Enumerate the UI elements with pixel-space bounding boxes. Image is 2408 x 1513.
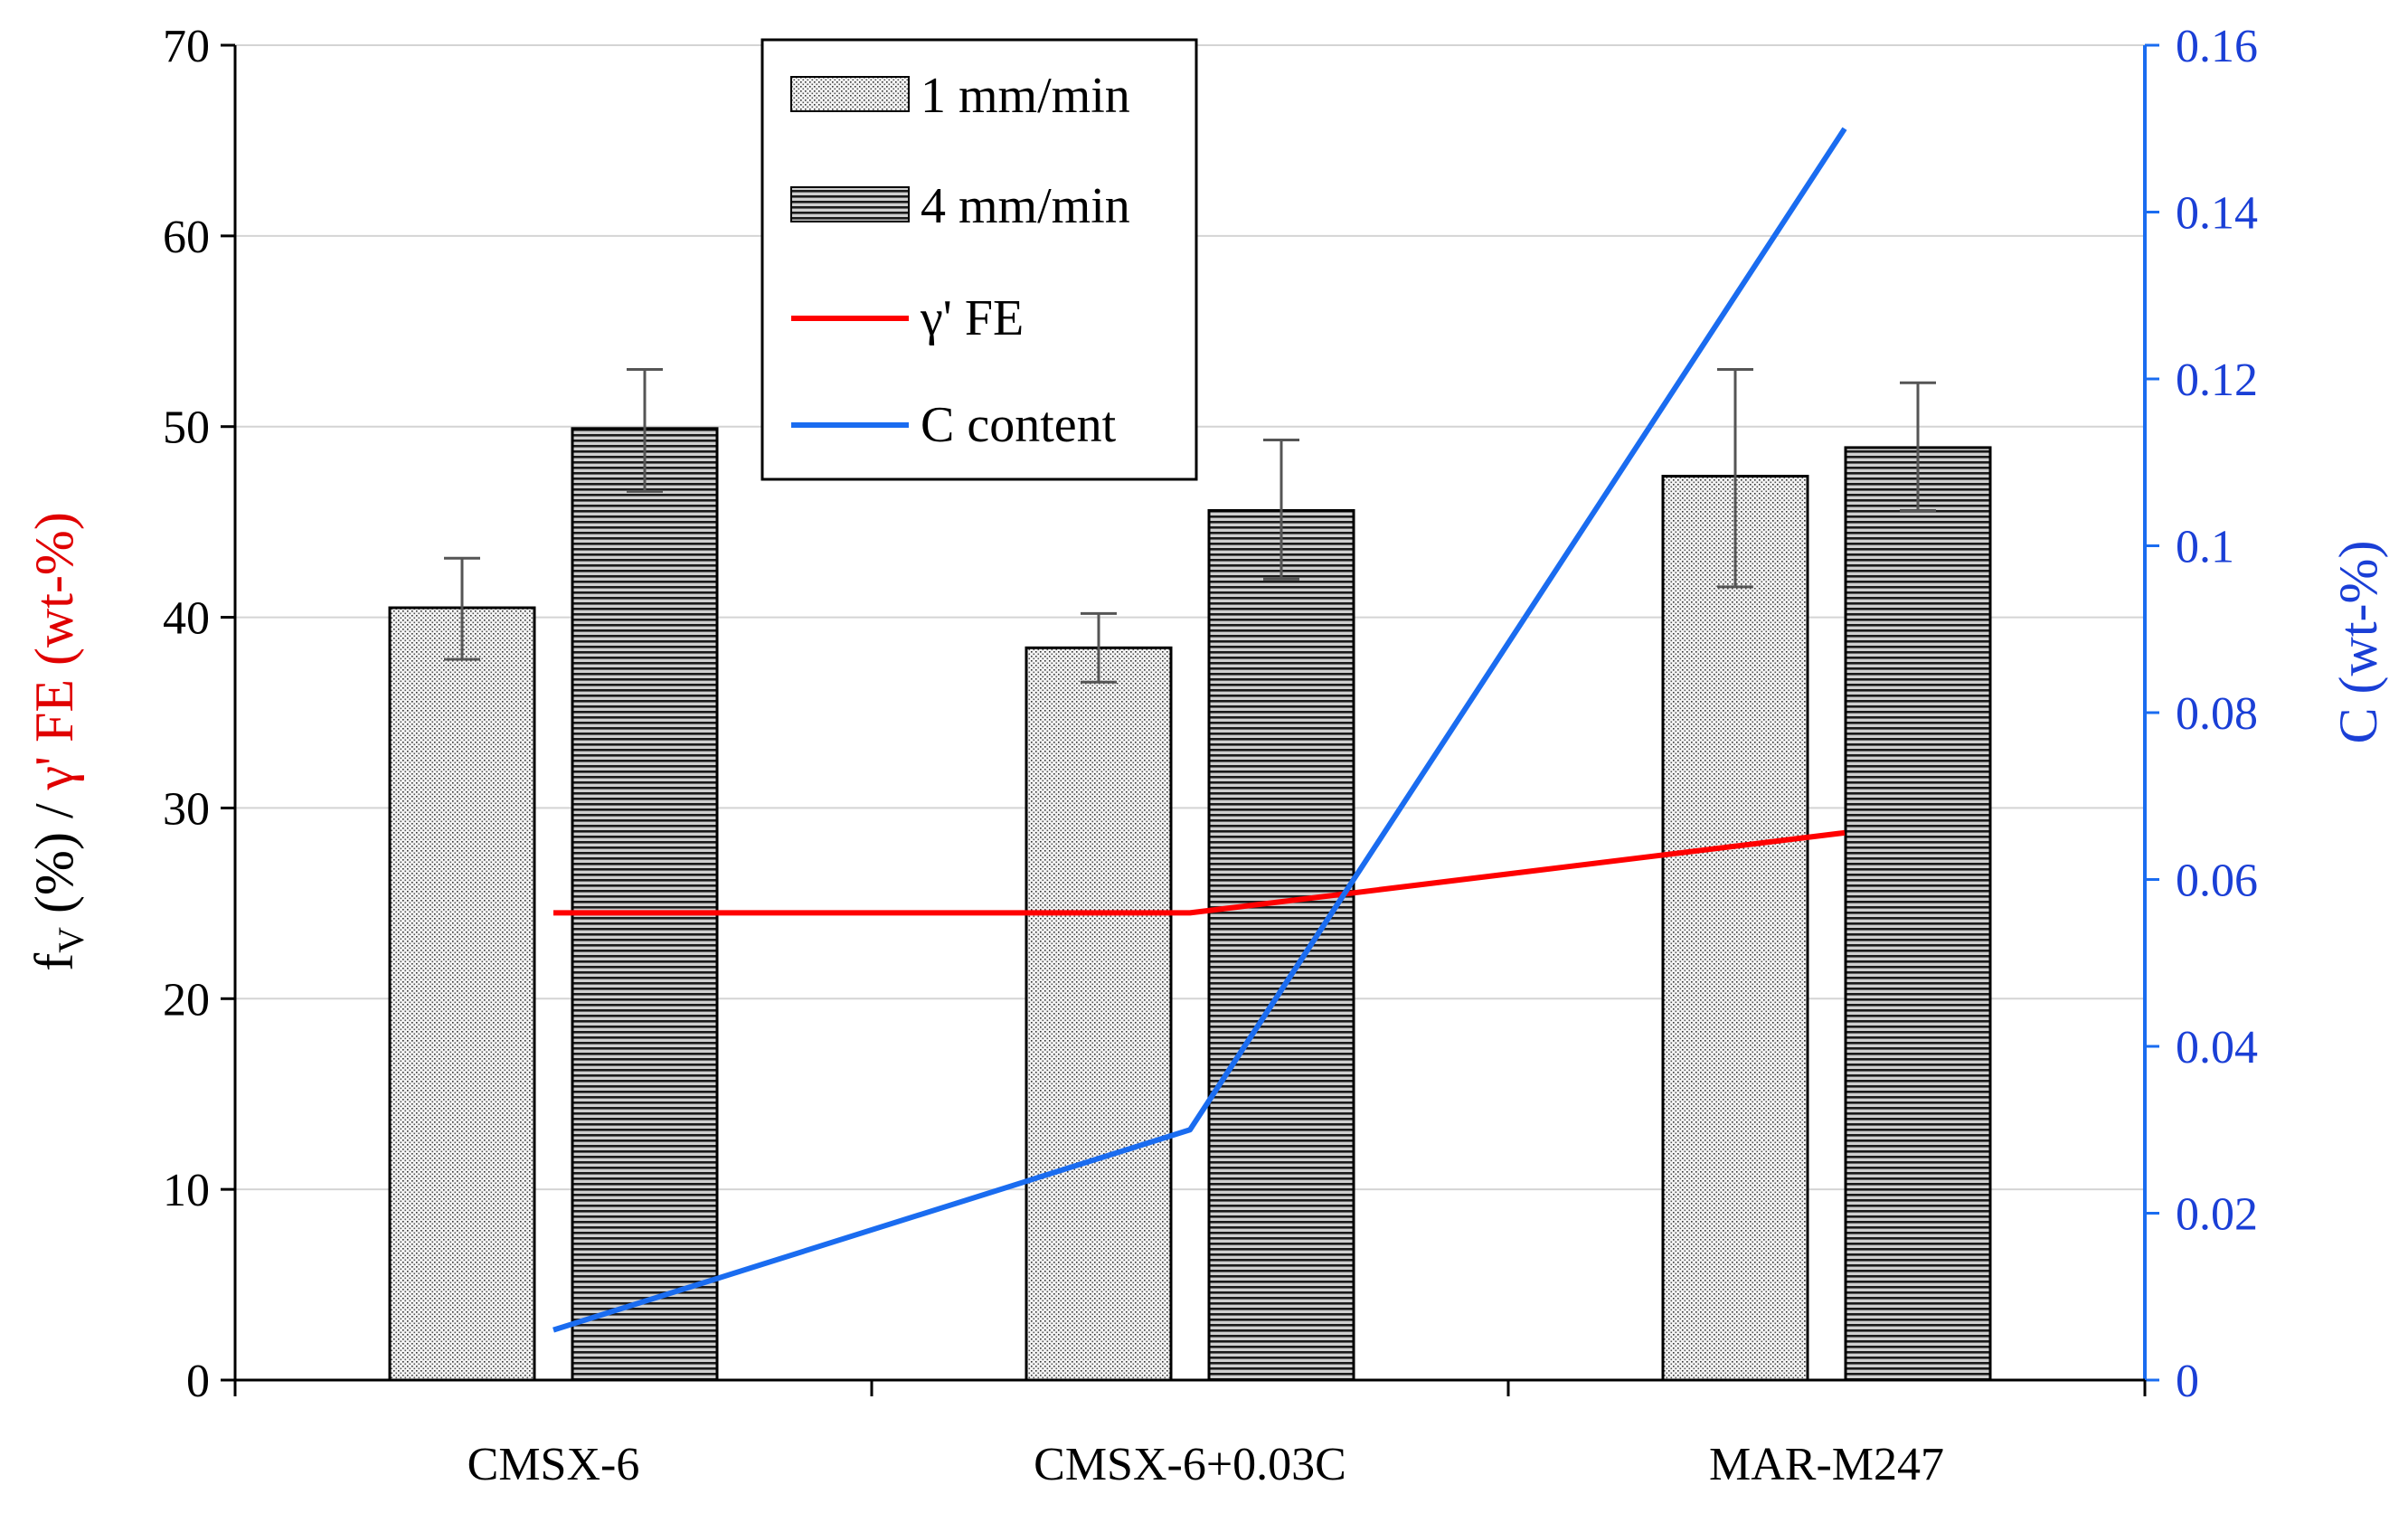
bars [388,427,1992,1382]
y-axis-title-f: f [24,953,84,971]
x-tick-label: MAR-M247 [1709,1439,1944,1490]
y2-tick-label: 0.12 [2176,355,2258,406]
y2-tick-label: 0.14 [2176,188,2258,240]
y-axis-title: fV (%) / γ' FE (wt-%) [24,512,91,971]
gamma-fe-line [553,829,1846,916]
series-lines [552,127,1847,1333]
y2-tick-label: 0.02 [2176,1189,2258,1241]
x-tick-label: CMSX-6+0.03C [1034,1439,1346,1490]
bar-1mm [388,606,536,1382]
y-tick-label: 60 [163,212,210,263]
y-tick-label: 40 [163,593,210,645]
bar-4mm [1207,508,1355,1382]
y2-tick-label: 0.04 [2176,1022,2258,1073]
x-tick-label: CMSX-6 [467,1439,640,1490]
y-tick-label: 30 [163,783,210,835]
bar-4mm [571,427,719,1382]
legend-box [760,38,1198,481]
bar-1mm [1025,646,1173,1382]
y-tick-label: 0 [186,1356,210,1407]
y2-axis-title: C (wt-%) [2328,541,2388,744]
y-axis-title-sub: V [51,927,91,953]
legend-label-4mm: 4 mm/min [921,178,1130,234]
legend-swatch-1mm [790,76,910,112]
bar-1mm [1661,475,1809,1382]
y2-tick-label: 0 [2176,1356,2199,1407]
y-tick-label: 70 [163,21,210,72]
y2-tick-label: 0.06 [2176,856,2258,907]
y2-tick-label: 0.1 [2176,522,2234,573]
y-tick-label: 50 [163,402,210,454]
axes [221,43,2159,1396]
bar-4mm [1844,446,1992,1382]
error-bars [444,367,1936,684]
legend: 1 mm/min 4 mm/min γ' FE C content [760,38,1198,481]
legend-label-gamma: γ' FE [920,290,1024,346]
y2-tick-label: 0.08 [2176,688,2258,740]
legend-label-carbon: C content [921,397,1117,453]
c-content-line [552,127,1847,1333]
tick-labels: 0 10 20 30 40 50 60 70 0 0.02 0.04 0.06 0.08 0.1 0.12 0… [163,21,2258,1490]
y-tick-label: 20 [163,974,210,1026]
y-axis-title-part1: (%) / [24,790,84,927]
y-tick-label: 10 [163,1165,210,1216]
legend-swatch-4mm [790,186,910,222]
legend-label-1mm: 1 mm/min [921,68,1130,124]
y-axis-title-part2: γ' FE (wt-%) [24,512,84,790]
y2-tick-label: 0.16 [2176,21,2258,72]
